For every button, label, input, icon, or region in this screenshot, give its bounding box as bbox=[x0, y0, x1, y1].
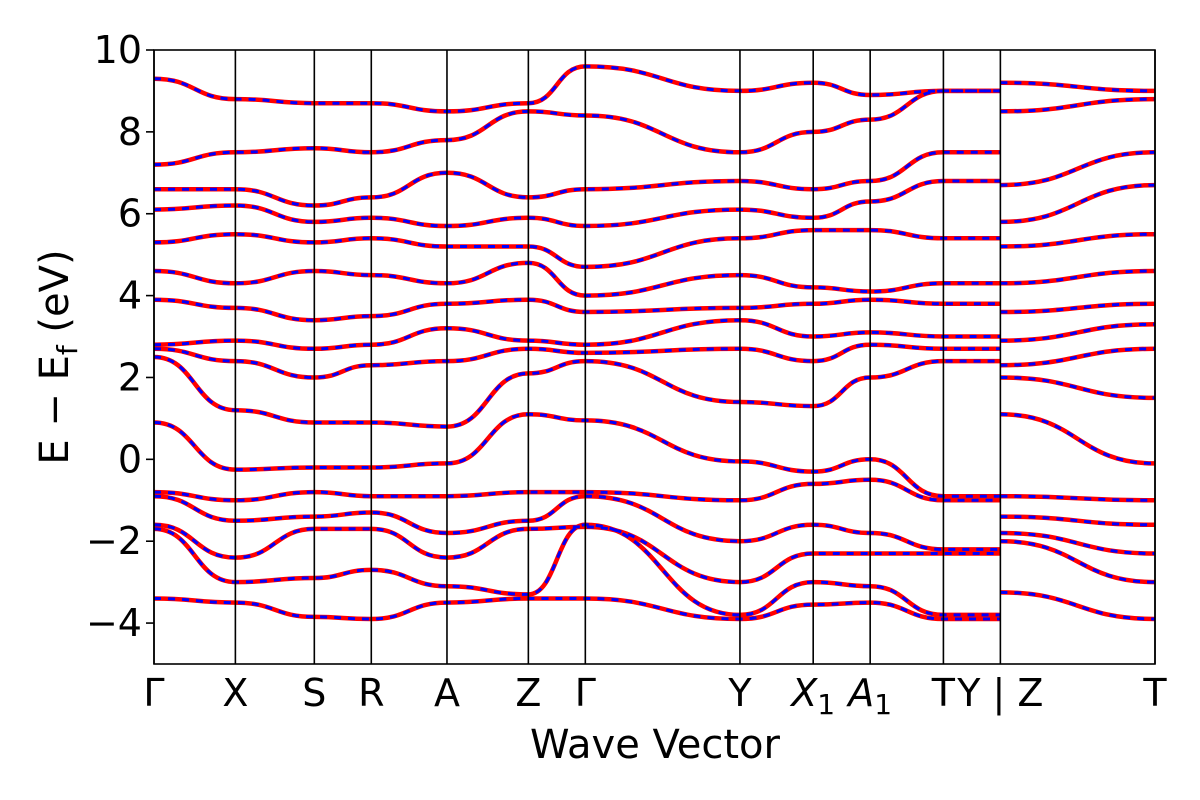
band-solid-5 bbox=[154, 412, 1155, 499]
k-point-lines bbox=[153, 50, 1156, 664]
x-tick-label-main-9: A bbox=[845, 671, 874, 715]
band-dashed-27 bbox=[154, 228, 1155, 269]
x-tick-label-8: X1 bbox=[789, 671, 835, 721]
band-dashed-17 bbox=[154, 523, 1155, 617]
band-dashed-24 bbox=[154, 318, 1155, 351]
band-dashed-21 bbox=[154, 412, 1155, 498]
plot-frame bbox=[153, 49, 1156, 665]
y-tick-label-4: 4 bbox=[118, 274, 142, 318]
y-tick-label-1: −2 bbox=[86, 519, 142, 563]
band-dashed-30 bbox=[154, 89, 1155, 167]
band-dashed-29 bbox=[154, 150, 1155, 207]
y-tick-label-2: 0 bbox=[118, 437, 142, 481]
x-tick-label-5: Z bbox=[515, 671, 541, 715]
x-tick-label-3: R bbox=[358, 671, 384, 715]
band-dashed-20 bbox=[154, 478, 1155, 502]
y-tick-label-3: 2 bbox=[118, 355, 142, 399]
x-tick-label-main-8: X bbox=[789, 671, 818, 715]
y-axis-ticks: −4 −2 0 2 4 6 8 10 bbox=[86, 28, 154, 645]
x-tick-label-6: Γ bbox=[575, 671, 596, 715]
band-dashed-18 bbox=[154, 523, 1155, 584]
band-dashed-19 bbox=[154, 494, 1155, 551]
x-tick-label-12: T bbox=[1142, 671, 1167, 715]
y-tick-label-7: 10 bbox=[94, 28, 142, 72]
y-axis-title-subscript: f bbox=[51, 344, 84, 355]
x-tick-label-9: A1 bbox=[845, 671, 892, 721]
y-tick-label-5: 6 bbox=[118, 192, 142, 236]
x-tick-label-11: Y | Z bbox=[956, 671, 1043, 716]
band-solid-15 bbox=[154, 64, 1155, 114]
bands-layer bbox=[154, 64, 1155, 622]
x-tick-label-10: T bbox=[931, 671, 956, 715]
x-tick-label-7: Y bbox=[727, 671, 752, 715]
x-tick-label-1: X bbox=[222, 671, 248, 715]
x-tick-label-sub-8: 1 bbox=[817, 688, 835, 721]
band-dashed-22 bbox=[154, 355, 1155, 429]
band-solid-13 bbox=[154, 150, 1155, 208]
band-dashed-26 bbox=[154, 261, 1155, 298]
x-tick-label-sub-9: 1 bbox=[874, 688, 892, 721]
x-tick-label-4: A bbox=[434, 671, 460, 715]
band-solid-11 bbox=[154, 227, 1155, 270]
y-tick-label-0: −4 bbox=[86, 601, 142, 645]
y-axis-title-main: E − E bbox=[32, 355, 78, 465]
band-solid-1 bbox=[154, 522, 1155, 618]
band-dashed-31 bbox=[154, 64, 1155, 113]
y-axis-title: E − Ef (eV) bbox=[32, 249, 84, 464]
y-tick-label-6: 8 bbox=[118, 110, 142, 154]
y-axis-title-unit: (eV) bbox=[32, 249, 78, 345]
x-axis-title: Wave Vector bbox=[530, 722, 781, 768]
x-tick-label-0: Γ bbox=[143, 671, 164, 715]
x-tick-label-2: S bbox=[302, 671, 326, 715]
band-solid-10 bbox=[154, 260, 1155, 298]
band-dashed-28 bbox=[154, 179, 1155, 228]
band-dashed-16 bbox=[154, 590, 1155, 621]
